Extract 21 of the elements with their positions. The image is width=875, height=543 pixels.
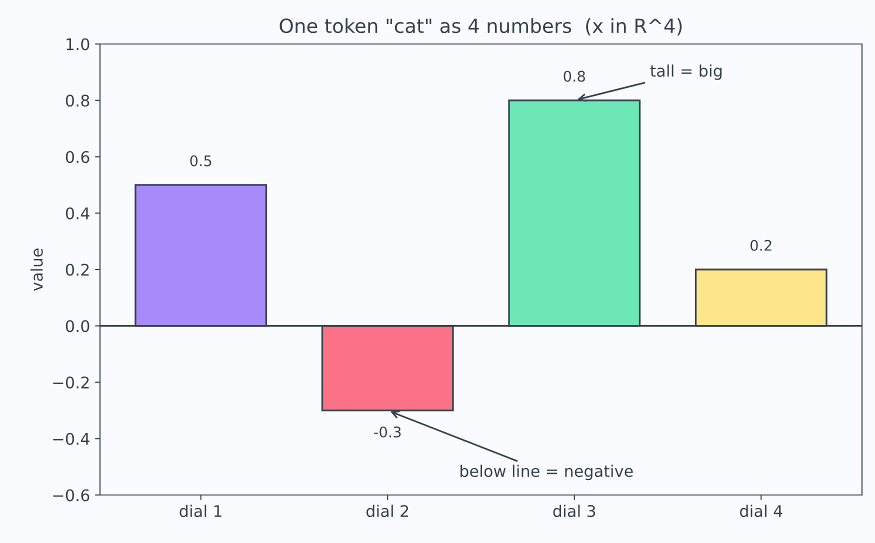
annotation: tall = big: [650, 64, 722, 80]
y-tick-label: 0.4: [66, 207, 90, 220]
x-tick-label: dial 1: [180, 504, 222, 518]
data-label: -0.3: [374, 426, 401, 438]
data-label: 0.5: [190, 155, 212, 166]
y-tick-label: 0.8: [66, 94, 90, 107]
y-tick-label: 0.0: [66, 320, 90, 332]
data-label: 0.8: [564, 70, 585, 82]
y-axis-title: value: [30, 248, 43, 291]
x-tick-label: dial 3: [553, 504, 596, 518]
y-tick-label: 0.6: [66, 150, 90, 164]
y-tick-label: −0.4: [53, 432, 90, 445]
y-tick-label: −0.2: [53, 376, 89, 389]
data-label: 0.2: [750, 240, 772, 251]
x-tick-label: dial 2: [366, 504, 408, 518]
annotation: below line = negative: [460, 464, 633, 480]
y-tick-label: 0.2: [66, 264, 89, 276]
y-tick-label: 1.0: [66, 38, 90, 50]
chart-title: One token "cat" as 4 numbers (x in R^4): [280, 18, 682, 36]
x-tick-label: dial 4: [740, 504, 782, 518]
y-tick-label: −0.6: [53, 489, 90, 502]
